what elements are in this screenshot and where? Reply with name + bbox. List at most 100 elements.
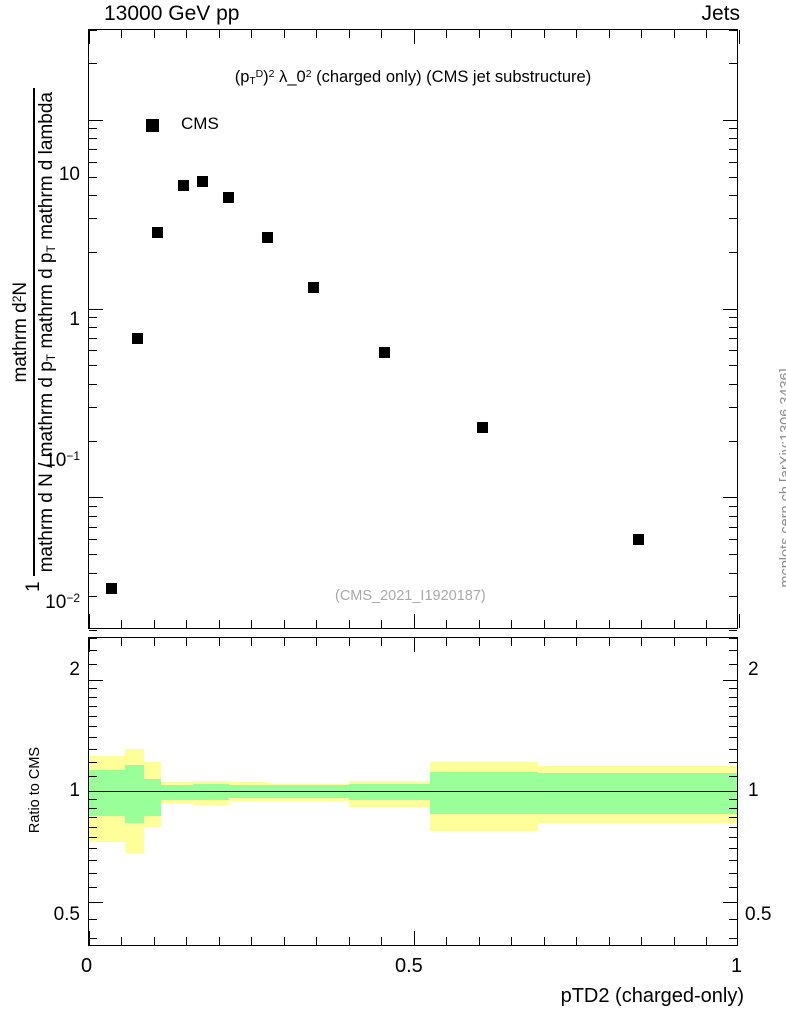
x-tick — [446, 30, 447, 38]
ratio-y-tick-minor — [729, 860, 737, 862]
ratio-y-tick-minor — [89, 705, 97, 707]
x-tick — [186, 30, 187, 38]
ratio-y-tick-minor — [729, 761, 737, 763]
ratio-x-tick — [608, 638, 610, 646]
y-tick-major — [729, 128, 737, 130]
x-tick — [413, 614, 415, 628]
y-tick-label-1e-2: 10−2 — [45, 591, 80, 613]
y-tick-major — [729, 539, 737, 541]
ratio-x-tick — [283, 937, 285, 945]
data-point-marker — [307, 282, 319, 294]
ratio-y-tick-minor — [89, 837, 97, 839]
x-tick — [478, 30, 480, 38]
y-tick-minor — [729, 29, 737, 31]
ratio-x-tick — [186, 638, 187, 646]
ratio-inner-band — [537, 773, 737, 814]
y-tick-major — [89, 218, 97, 220]
y-tick-major — [729, 440, 737, 442]
y-tick-minor — [89, 62, 97, 64]
ratio-x-tick — [316, 937, 317, 945]
ratio-inner-band — [430, 771, 538, 814]
ratio-y-tick-minor — [89, 736, 97, 738]
ratio-y-tick-minor — [729, 664, 737, 666]
ratio-y-tick-minor — [89, 817, 97, 819]
ratio-x-tick — [413, 931, 415, 945]
x-tick — [608, 620, 610, 628]
header-category: Jets — [701, 2, 740, 25]
y-tick-major — [729, 137, 737, 139]
y-tick-major — [729, 251, 737, 253]
y-tick-major — [89, 119, 103, 121]
ratio-x-tick — [121, 937, 122, 945]
ratio-y-tick-minor — [89, 761, 97, 763]
ratio-y-tick-minor — [89, 775, 97, 777]
ratio-y-tick-minor — [729, 650, 737, 652]
y-tick-major — [89, 137, 97, 139]
x-tick — [283, 620, 285, 628]
ratio-x-tick — [478, 638, 480, 646]
ratio-x-tick — [706, 638, 707, 646]
ratio-y-tick-minor — [89, 748, 97, 750]
y-tick-major — [723, 308, 737, 310]
ratio-y-tick-minor — [729, 919, 737, 921]
ratio-reference-line — [89, 790, 737, 793]
ratio-y-tick-05: 0.5 — [53, 904, 80, 925]
y-tick-major — [729, 526, 737, 528]
ratio-y-tick-minor — [729, 687, 737, 689]
y-tick-major — [89, 161, 97, 163]
ratio-y-tick-minor — [89, 938, 97, 940]
ratio-y-tick-minor — [89, 848, 97, 850]
y-tick-major — [89, 383, 97, 385]
ratio-x-tick — [543, 638, 545, 646]
data-point-marker — [197, 175, 209, 187]
y-label-numerator: mathrm d2N — [10, 281, 32, 383]
ratio-x-tick — [641, 937, 642, 945]
ratio-inner-band — [89, 770, 125, 816]
ratio-y-tick-minor — [729, 748, 737, 750]
x-tick — [511, 30, 512, 38]
data-point-marker — [177, 180, 189, 192]
y-tick-major — [89, 251, 97, 253]
y-tick-major — [89, 497, 103, 499]
ratio-x-tick — [543, 937, 545, 945]
data-point-marker — [151, 226, 163, 238]
ratio-y-tick-minor — [89, 696, 97, 698]
x-tick — [88, 614, 90, 628]
ratio-y-tick-minor — [89, 650, 97, 652]
y-tick-major — [89, 539, 97, 541]
ratio-x-tick — [673, 638, 675, 646]
y-tick-major — [89, 572, 97, 574]
data-point-marker — [132, 332, 144, 344]
x-tick — [121, 620, 122, 628]
ratio-y-tick-minor — [89, 799, 97, 801]
y-tick-major — [729, 407, 737, 409]
x-tick — [413, 30, 415, 44]
y-tick-major — [729, 365, 737, 367]
main-y-axis-label: 1 mathrm d2N mathrm d N / mathrm d pT ma… — [10, 30, 58, 650]
x-tick — [738, 614, 740, 628]
y-tick-major — [89, 148, 97, 150]
ratio-y-tick-major — [89, 902, 103, 904]
y-tick-major — [729, 383, 737, 385]
x-tick — [608, 30, 610, 38]
y-tick-major — [89, 506, 97, 508]
ratio-y-tick-minor — [89, 919, 97, 921]
main-plot-panel — [88, 29, 740, 631]
y-tick-major — [723, 497, 737, 499]
ratio-x-tick — [348, 638, 350, 646]
ratio-x-tick — [153, 937, 155, 945]
ratio-x-tick — [446, 937, 447, 945]
x-tick — [576, 620, 577, 628]
x-tick — [673, 620, 675, 628]
ratio-x-tick — [186, 937, 187, 945]
ratio-x-tick — [218, 638, 220, 646]
mcplots-credit: mcplots.cern.ch [arXiv:1306.3436] — [778, 368, 786, 588]
ratio-x-tick — [89, 931, 90, 945]
y-tick-major — [89, 176, 97, 178]
ratio-y-tick-minor — [729, 837, 737, 839]
x-tick — [153, 620, 155, 628]
x-tick — [348, 620, 350, 628]
y-tick-major — [89, 596, 97, 598]
y-tick-major — [89, 440, 97, 442]
ratio-y-tick-minor — [729, 848, 737, 850]
